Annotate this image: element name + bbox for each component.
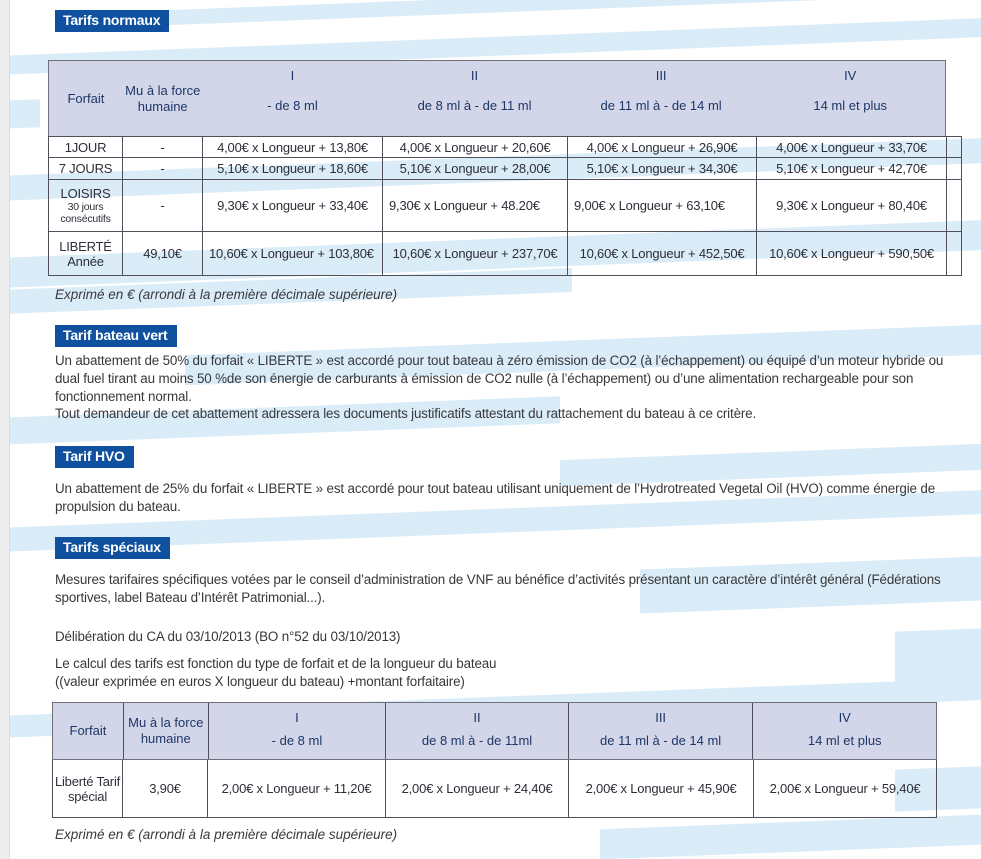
header-cell-col3: III de 11 ml à - de 14 ml xyxy=(567,61,756,136)
cell-tarif-1: 4,00€ x Longueur + 13,80€ xyxy=(202,136,382,158)
paragraph-bateau-vert: Un abattement de 50% du forfait « LIBERT… xyxy=(55,352,957,423)
calcul-line-1: Le calcul des tarifs est fonction du typ… xyxy=(55,656,497,671)
paragraph-speciaux-mesures: Mesures tarifaires spécifiques votées pa… xyxy=(55,572,941,605)
col4-numeral: IV xyxy=(844,68,857,83)
header-cell-col4: IV 14 ml et plus xyxy=(752,703,936,759)
cell-tarif-2: 4,00€ x Longueur + 20,60€ xyxy=(382,136,567,158)
col3-range: de 11 ml à - de 14 ml xyxy=(600,97,722,113)
header-cell-mu: Mu à la force humaine xyxy=(125,82,201,114)
header-cell-forfait: Forfait xyxy=(69,723,107,739)
tariff-table-normal: Forfait Mu à la force humaine I - de 8 m… xyxy=(48,60,962,276)
cell-forfait: 7 JOURS xyxy=(48,158,122,180)
col3-numeral: III xyxy=(655,710,667,725)
cell-tarif-1: 9,30€ x Longueur + 33,40€ xyxy=(202,180,382,232)
cell-tarif-3: 9,00€ x Longueur + 63,10€ xyxy=(567,180,756,232)
cell-tarif-2: 10,60€ x Longueur + 237,70€ xyxy=(382,232,567,276)
header-cell-forfait: Forfait xyxy=(67,90,105,106)
cell-tarif-1: 2,00€ x Longueur + 11,20€ xyxy=(207,760,385,818)
note-currency: Exprimé en € (arrondi à la première déci… xyxy=(55,287,398,302)
cell-mu: - xyxy=(122,180,202,232)
header-cell-col2: II de 8 ml à - de 11ml xyxy=(385,703,568,759)
header-cell-col1: I - de 8 ml xyxy=(203,61,383,136)
header-cell-mu: Mu à la force humaine xyxy=(122,703,208,759)
col1-range: - de 8 ml xyxy=(271,732,323,748)
cell-forfait: LOISIRS 30 jours consécutifs xyxy=(48,180,122,232)
bateau-vert-text-2: Tout demandeur de cet abattement adresse… xyxy=(55,406,757,422)
cell-mu: - xyxy=(122,158,202,180)
col4-numeral: IV xyxy=(838,710,851,725)
header-cell-col3: III de 11 ml à - de 14 ml xyxy=(567,703,753,759)
table-header-row: Forfait Mu à la force humaine I - de 8 m… xyxy=(52,702,937,760)
page-edge xyxy=(0,0,10,859)
cell-tarif-4: 4,00€ x Longueur + 33,70€ xyxy=(756,136,946,158)
table-row-loisirs: LOISIRS 30 jours consécutifs - 9,30€ x L… xyxy=(48,180,962,232)
table-row-liberte: LIBERTÉ Année 49,10€ 10,60€ x Longueur +… xyxy=(48,232,962,276)
paragraph-hvo: Un abattement de 25% du forfait « LIBERT… xyxy=(55,481,936,514)
tariff-table-special: Forfait Mu à la force humaine I - de 8 m… xyxy=(52,702,937,818)
header-cell-col2: II de 8 ml à - de 11 ml xyxy=(382,61,567,136)
bateau-vert-text-1: Un abattement de 50% du forfait « LIBERT… xyxy=(55,353,944,404)
cell-forfait: Liberté Tarif spécial xyxy=(52,760,122,818)
col1-numeral: I xyxy=(290,68,295,83)
header-cell-col1: I - de 8 ml xyxy=(207,703,386,759)
table-header-row: Forfait Mu à la force humaine I - de 8 m… xyxy=(48,60,946,136)
col3-numeral: III xyxy=(655,68,667,83)
cell-tarif-4: 10,60€ x Longueur + 590,50€ xyxy=(756,232,946,276)
header-cell-col4: IV 14 ml et plus xyxy=(755,61,945,136)
forfait-name: LOISIRS xyxy=(60,185,111,201)
badge-tarifs-speciaux: Tarifs spéciaux xyxy=(55,537,170,559)
cell-tarif-4: 5,10€ x Longueur + 42,70€ xyxy=(756,158,946,180)
cell-tarif-1: 10,60€ x Longueur + 103,80€ xyxy=(202,232,382,276)
cell-tarif-4: 2,00€ x Longueur + 59,40€ xyxy=(753,760,937,818)
forfait-name: LIBERTÉ xyxy=(59,238,112,254)
table-row-1jour: 1JOUR - 4,00€ x Longueur + 13,80€ 4,00€ … xyxy=(48,136,962,158)
cell-mu: 49,10€ xyxy=(122,232,202,276)
cell-tarif-1: 5,10€ x Longueur + 18,60€ xyxy=(202,158,382,180)
col2-range: de 8 ml à - de 11 ml xyxy=(417,97,532,113)
paragraph-deliberation: Délibération du CA du 03/10/2013 (BO n°5… xyxy=(55,629,401,644)
table-row-liberte-special: Liberté Tarif spécial 3,90€ 2,00€ x Long… xyxy=(52,760,937,818)
forfait-subtitle: Année xyxy=(67,253,104,269)
cell-tarif-2: 9,30€ x Longueur + 48.20€ xyxy=(382,180,567,232)
cell-tarif-3: 4,00€ x Longueur + 26,90€ xyxy=(567,136,756,158)
col2-range: de 8 ml à - de 11ml xyxy=(421,732,533,748)
cell-empty xyxy=(946,136,962,158)
badge-tarifs-normaux: Tarifs normaux xyxy=(55,10,170,32)
cell-tarif-3: 2,00€ x Longueur + 45,90€ xyxy=(568,760,753,818)
cell-mu: 3,90€ xyxy=(122,760,207,818)
bg-stripe xyxy=(600,814,981,859)
col2-numeral: II xyxy=(473,710,481,725)
cell-forfait: LIBERTÉ Année xyxy=(48,232,122,276)
cell-tarif-2: 2,00€ x Longueur + 24,40€ xyxy=(385,760,568,818)
col1-numeral: I xyxy=(295,710,299,725)
note-currency: Exprimé en € (arrondi à la première déci… xyxy=(55,827,398,842)
cell-forfait: 1JOUR xyxy=(48,136,122,158)
cell-mu: - xyxy=(122,136,202,158)
calcul-line-2: ((valeur exprimée en euros X longueur du… xyxy=(55,673,465,689)
cell-empty xyxy=(946,180,962,232)
table-row-7jours: 7 JOURS - 5,10€ x Longueur + 18,60€ 5,10… xyxy=(48,158,962,180)
paragraph-calcul: Le calcul des tarifs est fonction du typ… xyxy=(55,655,957,691)
col2-numeral: II xyxy=(470,68,479,83)
cell-empty xyxy=(946,158,962,180)
forfait-subtitle: 30 jours consécutifs xyxy=(60,200,111,225)
cell-empty xyxy=(946,232,962,276)
cell-tarif-4: 9,30€ x Longueur + 80,40€ xyxy=(756,180,946,232)
col4-range: 14 ml et plus xyxy=(807,732,882,748)
badge-tarif-hvo: Tarif HVO xyxy=(55,446,134,468)
cell-tarif-2: 5,10€ x Longueur + 28,00€ xyxy=(382,158,567,180)
col1-range: - de 8 ml xyxy=(267,97,318,113)
badge-tarif-bateau-vert: Tarif bateau vert xyxy=(55,325,177,347)
col4-range: 14 ml et plus xyxy=(813,97,888,113)
col3-range: de 11 ml à - de 14 ml xyxy=(600,732,722,748)
cell-tarif-3: 10,60€ x Longueur + 452,50€ xyxy=(567,232,756,276)
cell-tarif-3: 5,10€ x Longueur + 34,30€ xyxy=(567,158,756,180)
